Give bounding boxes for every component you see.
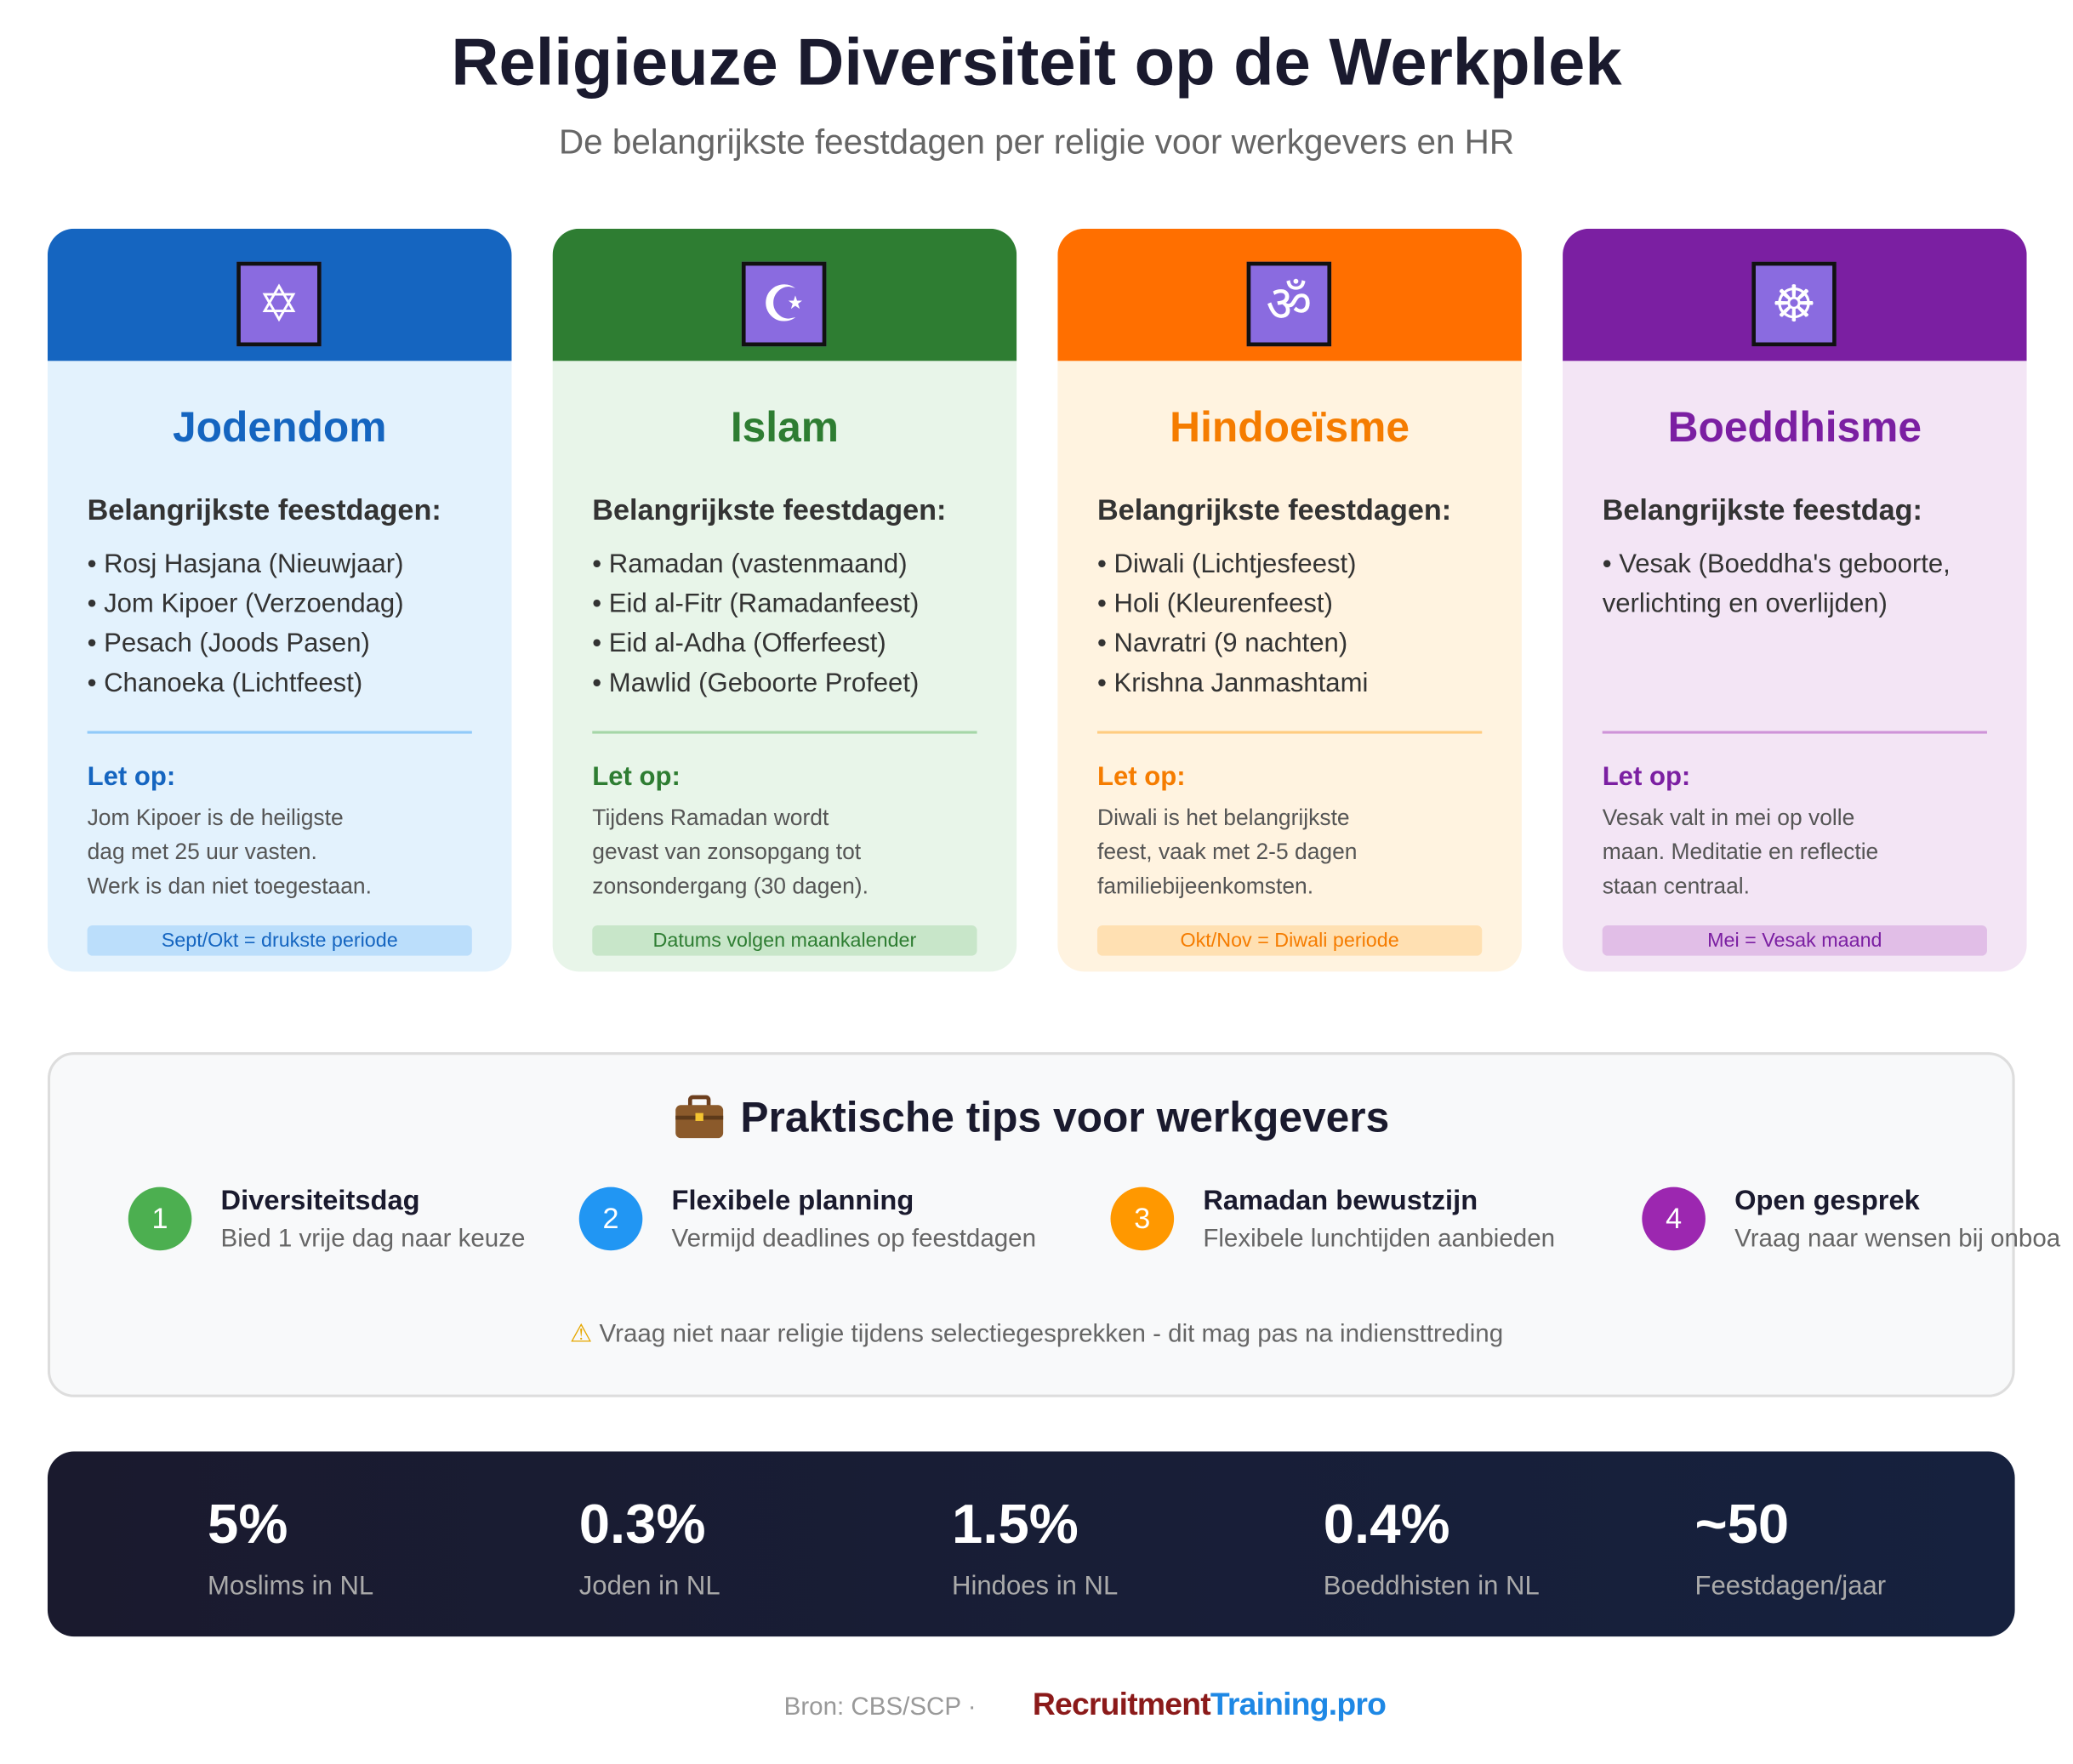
title: Religieuze Diversiteit op de Werkplek	[451, 25, 1622, 100]
tip-number: 3	[1110, 1186, 1175, 1251]
stat-value: 5%	[208, 1492, 288, 1555]
card-heading: Belangrijkste feestdagen:	[592, 492, 947, 526]
tip-text: Bied 1 vrije dag naar keuze	[220, 1225, 526, 1254]
badge: Datums volgen maankalender	[592, 925, 977, 956]
logo-b: Training.pro	[1210, 1687, 1387, 1723]
card-heading: Belangrijkste feestdagen:	[1096, 492, 1452, 526]
warning-text: Vraag niet naar religie tijdens selectie…	[599, 1320, 1504, 1349]
icon: ॐ	[1246, 261, 1332, 347]
divider	[1096, 731, 1483, 734]
card: ✡ Jodendom Belangrijkste feestdagen: • Rosj…	[47, 228, 512, 972]
subtitle: De belangrijkste feestdagen per religie …	[558, 121, 1515, 162]
badge: Sept/Okt = drukste periode	[87, 925, 472, 956]
stat-value: 0.4%	[1323, 1492, 1450, 1555]
stat-label: Feestdagen/jaar	[1694, 1571, 1887, 1602]
note: feest, vaak met 2-5 dagen	[1096, 839, 1358, 865]
holiday: verlichting en overlijden)	[1602, 589, 1888, 619]
holiday: • Krishna Janmashtami	[1096, 669, 1369, 698]
note-title: Let op:	[1096, 762, 1186, 792]
card: ☪ Islam Belangrijkste feestdagen: • Ramadan…	[552, 228, 1017, 972]
card-name: Hindoeïsme	[1170, 403, 1410, 451]
tip-number: 4	[1642, 1186, 1706, 1251]
holiday: • Navratri (9 nachten)	[1096, 629, 1348, 658]
holiday: • Diwali (Lichtjesfeest)	[1096, 549, 1357, 579]
source: Bron: CBS/SCP ·	[783, 1693, 977, 1721]
icon: ✡	[236, 261, 322, 347]
stat-value: 0.3%	[578, 1492, 706, 1555]
badge: Mei = Vesak maand	[1602, 925, 1987, 956]
note: dag met 25 uur vasten.	[87, 839, 317, 865]
holiday: • Vesak (Boeddha's geboorte,	[1602, 549, 1951, 579]
stat-label: Hindoes in NL	[952, 1571, 1119, 1602]
icon: ☪	[741, 261, 827, 347]
note: staan centraal.	[1602, 873, 1751, 899]
stat-label: Boeddhisten in NL	[1323, 1571, 1540, 1602]
note: Jom Kipoer is de heiligste	[87, 805, 344, 831]
tip-title: Open gesprek	[1734, 1186, 1920, 1216]
divider	[87, 731, 472, 734]
briefcase-icon	[675, 1095, 724, 1139]
tip-title: Ramadan bewustzijn	[1203, 1186, 1478, 1216]
tip-title: Flexibele planning	[671, 1186, 914, 1216]
note: familiebijeenkomsten.	[1096, 873, 1314, 899]
holiday: • Chanoeka (Lichtfeest)	[87, 669, 363, 698]
note: maan. Meditatie en reflectie	[1602, 839, 1879, 865]
tips-title: Praktische tips voor werkgevers	[740, 1093, 1390, 1141]
card-name: Jodendom	[172, 403, 387, 451]
divider	[592, 731, 977, 734]
card-name: Boeddhisme	[1667, 403, 1922, 451]
holiday: • Ramadan (vastenmaand)	[592, 549, 908, 579]
holiday: • Rosj Hasjana (Nieuwjaar)	[87, 549, 404, 579]
tip-number: 1	[128, 1186, 192, 1251]
stat-value: 1.5%	[952, 1492, 1079, 1555]
logo: RecruitmentTraining.pro	[1032, 1687, 1387, 1724]
card: ॐ Hindoeïsme Belangrijkste feestdagen: • Di…	[1057, 228, 1522, 972]
card-heading: Belangrijkste feestdagen:	[87, 492, 441, 526]
stat-label: Joden in NL	[578, 1571, 720, 1602]
note-title: Let op:	[592, 762, 681, 792]
tip-title: Diversiteitsdag	[220, 1186, 420, 1216]
note: Diwali is het belangrijkste	[1096, 805, 1350, 831]
holiday: • Jom Kipoer (Verzoendag)	[87, 589, 404, 619]
divider	[1602, 731, 1987, 734]
tip-text: Vermijd deadlines op feestdagen	[671, 1225, 1037, 1254]
tip-text: Flexibele lunchtijden aanbieden	[1203, 1225, 1556, 1254]
note-title: Let op:	[1602, 762, 1691, 792]
holiday: • Holi (Kleurenfeest)	[1096, 589, 1333, 619]
note: gevast van zonsopgang tot	[592, 839, 862, 865]
note: Vesak valt in mei op volle	[1602, 805, 1855, 831]
holiday: • Mawlid (Geboorte Profeet)	[592, 669, 920, 698]
icon: ☸	[1751, 261, 1837, 347]
note: Tijdens Ramadan wordt	[592, 805, 829, 831]
holiday: • Pesach (Joods Pasen)	[87, 629, 370, 658]
holiday: • Eid al-Fitr (Ramadanfeest)	[592, 589, 920, 619]
stat-label: Moslims in NL	[208, 1571, 374, 1602]
card-heading: Belangrijkste feestdag:	[1602, 492, 1922, 526]
note-title: Let op:	[87, 762, 176, 792]
note: Werk is dan niet toegestaan.	[87, 873, 372, 899]
note: zonsondergang (30 dagen).	[592, 873, 868, 899]
tip-text: Vraag naar wensen bij onboa	[1734, 1225, 2061, 1254]
card-name: Islam	[730, 403, 839, 451]
tip-number: 2	[578, 1186, 643, 1251]
holiday: • Eid al-Adha (Offerfeest)	[592, 629, 886, 658]
badge: Okt/Nov = Diwali periode	[1096, 925, 1483, 956]
stat-value: ~50	[1694, 1492, 1790, 1555]
card: ☸ Boeddhisme Belangrijkste feestdag: • Vesa…	[1563, 228, 2027, 972]
stats-bar	[47, 1451, 2015, 1637]
warning: ⚠ Vraag niet naar religie tijdens select…	[569, 1320, 1504, 1349]
logo-a: Recruitment	[1032, 1687, 1211, 1723]
